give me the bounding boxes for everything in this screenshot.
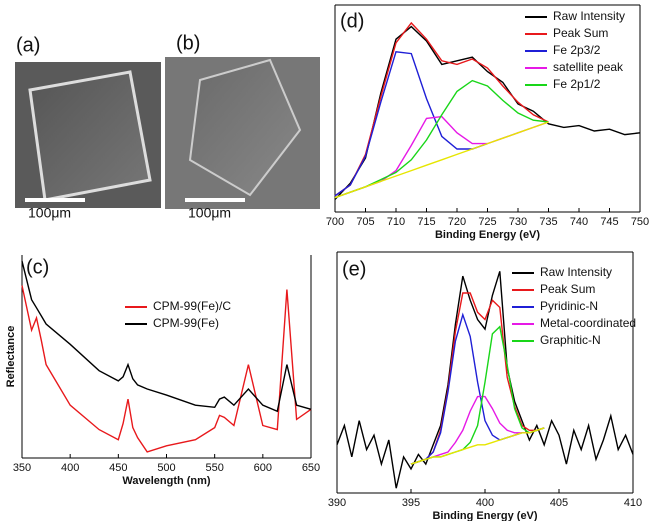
x-tick-label: 730	[509, 216, 527, 228]
x-tick-label: 700	[326, 216, 344, 228]
series-line	[336, 271, 634, 489]
series-line	[334, 25, 641, 200]
series-line	[410, 312, 545, 465]
x-tick-label: 745	[600, 216, 618, 228]
series-line	[334, 21, 549, 197]
x-tick-label: 710	[387, 216, 405, 228]
x-tick-label: 715	[417, 216, 435, 228]
legend-label: Raw Intensity	[553, 9, 625, 23]
x-tick-label: 735	[539, 216, 557, 228]
legend-label: Fe 2p1/2	[553, 77, 601, 91]
series-line	[21, 260, 312, 413]
x-tick-label: 500	[157, 462, 175, 474]
x-tick-label: 650	[302, 462, 320, 474]
sem-image-b	[165, 57, 320, 209]
x-tick-label: 750	[631, 216, 649, 228]
x-tick-label: 550	[205, 462, 223, 474]
x-tick-label: 725	[478, 216, 496, 228]
series-line	[334, 79, 549, 199]
legend-label: Graphitic-N	[540, 333, 601, 347]
x-axis-title: Binding Energy (eV)	[435, 229, 540, 241]
legend-label: CPM-99(Fe)/C	[153, 299, 231, 313]
panel-label: (d)	[340, 10, 364, 32]
x-tick-label: 395	[402, 497, 420, 509]
panel-label: (b)	[176, 32, 200, 54]
x-tick-label: 600	[254, 462, 272, 474]
series-line	[334, 51, 488, 197]
x-axis-title: Wavelength (nm)	[122, 475, 211, 487]
legend-label: Peak Sum	[540, 282, 595, 296]
x-tick-label: 740	[570, 216, 588, 228]
x-tick-label: 410	[624, 497, 642, 509]
series-line	[21, 285, 312, 453]
sem-image-a	[15, 62, 161, 208]
x-tick-label: 400	[476, 497, 494, 509]
panel-label: (c)	[26, 256, 49, 278]
scale-bar-label: 100μm	[188, 205, 231, 221]
y-axis-title: Reflectance	[5, 326, 17, 388]
legend-label: CPM-99(Fe)	[153, 316, 219, 330]
panel-label: (e)	[342, 258, 366, 280]
x-tick-label: 720	[448, 216, 466, 228]
legend-label: Metal-coordinated	[540, 316, 636, 330]
x-axis-title: Binding Energy (eV)	[432, 510, 537, 521]
legend-label: Peak Sum	[553, 26, 608, 40]
legend-label: Pyridinic-N	[540, 299, 598, 313]
panel-label: (a)	[16, 34, 40, 56]
series-line	[410, 427, 545, 465]
x-tick-label: 450	[109, 462, 127, 474]
x-tick-label: 400	[61, 462, 79, 474]
x-tick-label: 350	[13, 462, 31, 474]
legend-label: Fe 2p3/2	[553, 43, 601, 57]
legend-label: Raw Intensity	[540, 265, 612, 279]
scale-bar-label: 100μm	[28, 205, 71, 221]
x-tick-label: 390	[328, 497, 346, 509]
series-line	[410, 325, 545, 465]
legend-label: satellite peak	[553, 60, 624, 74]
x-tick-label: 405	[550, 497, 568, 509]
x-tick-label: 705	[356, 216, 374, 228]
series-line	[334, 121, 549, 199]
